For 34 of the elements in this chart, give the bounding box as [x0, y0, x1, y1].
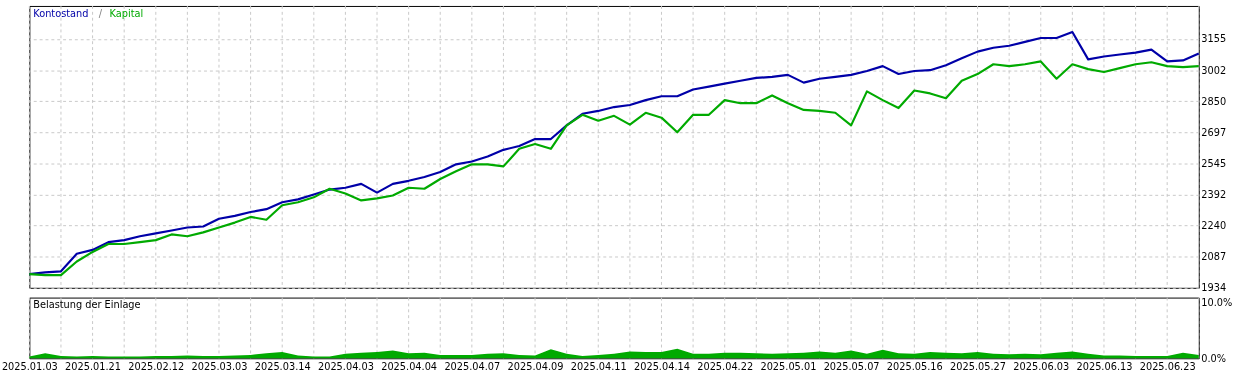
x-tick-label: 2025.04.03: [317, 360, 374, 372]
y-tick-label: 2087: [1201, 251, 1227, 263]
x-tick-label: 2025.01.03: [1, 360, 58, 372]
annotation: /: [98, 7, 103, 19]
x-tick-label: 2025.01.21: [65, 360, 122, 372]
y-tick-label: 0.0%: [1201, 352, 1227, 364]
y-tick-label: 2850: [1201, 95, 1227, 107]
x-tick-label: 2025.05.07: [823, 360, 880, 372]
y-tick-label: 2545: [1201, 157, 1227, 169]
x-tick-label: 2025.05.01: [760, 360, 817, 372]
x-tick-label: 2025.06.23: [1139, 360, 1196, 372]
x-tick-label: 2025.03.03: [191, 360, 248, 372]
x-tick-label: 2025.05.27: [950, 360, 1006, 372]
y-tick-label: 2240: [1201, 219, 1227, 231]
y-tick-label: 1934: [1201, 282, 1227, 294]
chart-title: Belastung der Einlage: [33, 299, 141, 311]
x-tick-label: 2025.02.12: [128, 360, 185, 372]
x-tick-label: 2025.04.14: [634, 360, 690, 372]
x-tick-label: 2025.05.16: [886, 360, 943, 372]
x-tick-label: 2025.06.03: [1013, 360, 1070, 372]
y-tick-label: 3155: [1201, 33, 1227, 45]
x-tick-label: 2025.04.09: [507, 360, 564, 372]
text: Kontostand: [33, 7, 89, 19]
text: Kapital: [109, 7, 144, 19]
x-tick-label: 2025.03.14: [254, 360, 311, 372]
x-tick-label: 2025.04.22: [697, 360, 754, 372]
x-tick-label: 2025.04.11: [570, 360, 627, 372]
y-tick-label: 2392: [1201, 188, 1227, 200]
x-tick-label: 2025.06.13: [1076, 360, 1133, 372]
y-tick-label: 10.0%: [1201, 296, 1233, 308]
y-tick-label: 2697: [1201, 126, 1227, 138]
x-tick-label: 2025.04.07: [444, 360, 501, 372]
y-tick-label: 3002: [1201, 64, 1227, 76]
x-tick-label: 2025.04.04: [381, 360, 438, 372]
